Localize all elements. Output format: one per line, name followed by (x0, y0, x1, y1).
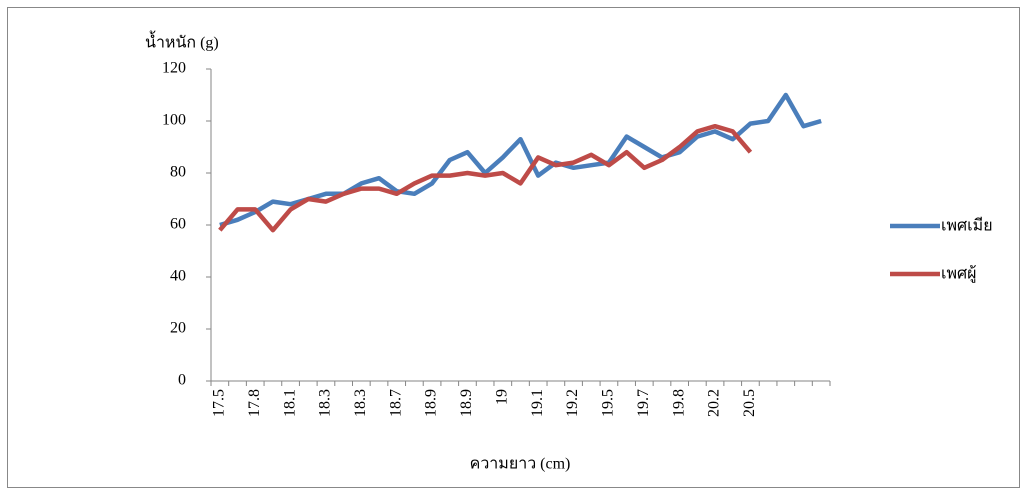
x-tick-label: 18.3 (352, 389, 369, 417)
x-tick-label: 17.8 (246, 389, 263, 417)
y-tick-label: 0 (178, 372, 186, 389)
x-tick-label: 20.2 (706, 389, 723, 417)
x-tick-label: 18.9 (423, 389, 440, 417)
x-tick-label: 19 (493, 389, 510, 405)
y-tick-label: 40 (170, 268, 186, 285)
series-line (218, 123, 753, 233)
x-tick-label: 19.8 (670, 389, 687, 417)
y-tick-label: 60 (170, 216, 186, 233)
series-line (219, 92, 822, 228)
legend-label: เพศผู้ (941, 264, 977, 284)
x-tick-label: 19.7 (635, 389, 652, 417)
x-tick-label: 19.1 (529, 389, 546, 417)
x-tick-label: 18.9 (458, 389, 475, 417)
x-axis-title: ความยาว (cm) (470, 456, 571, 473)
y-tick-label: 100 (162, 112, 186, 129)
legend-label: เพศเมีย (941, 216, 993, 235)
x-tick-label: 19.2 (564, 389, 581, 417)
y-tick-label: 120 (162, 60, 186, 77)
y-axis-title: น้ำหนัก (g) (145, 31, 219, 52)
y-tick-label: 20 (170, 320, 186, 337)
x-tick-label: 18.1 (281, 389, 298, 417)
x-tick-label: 17.5 (211, 389, 228, 417)
x-tick-label: 19.5 (600, 389, 617, 417)
x-tick-label: 20.5 (741, 389, 758, 417)
chart-border (7, 7, 1020, 488)
y-tick-label: 80 (170, 164, 186, 181)
x-tick-label: 18.7 (387, 389, 404, 417)
x-tick-label: 18.3 (317, 389, 334, 417)
